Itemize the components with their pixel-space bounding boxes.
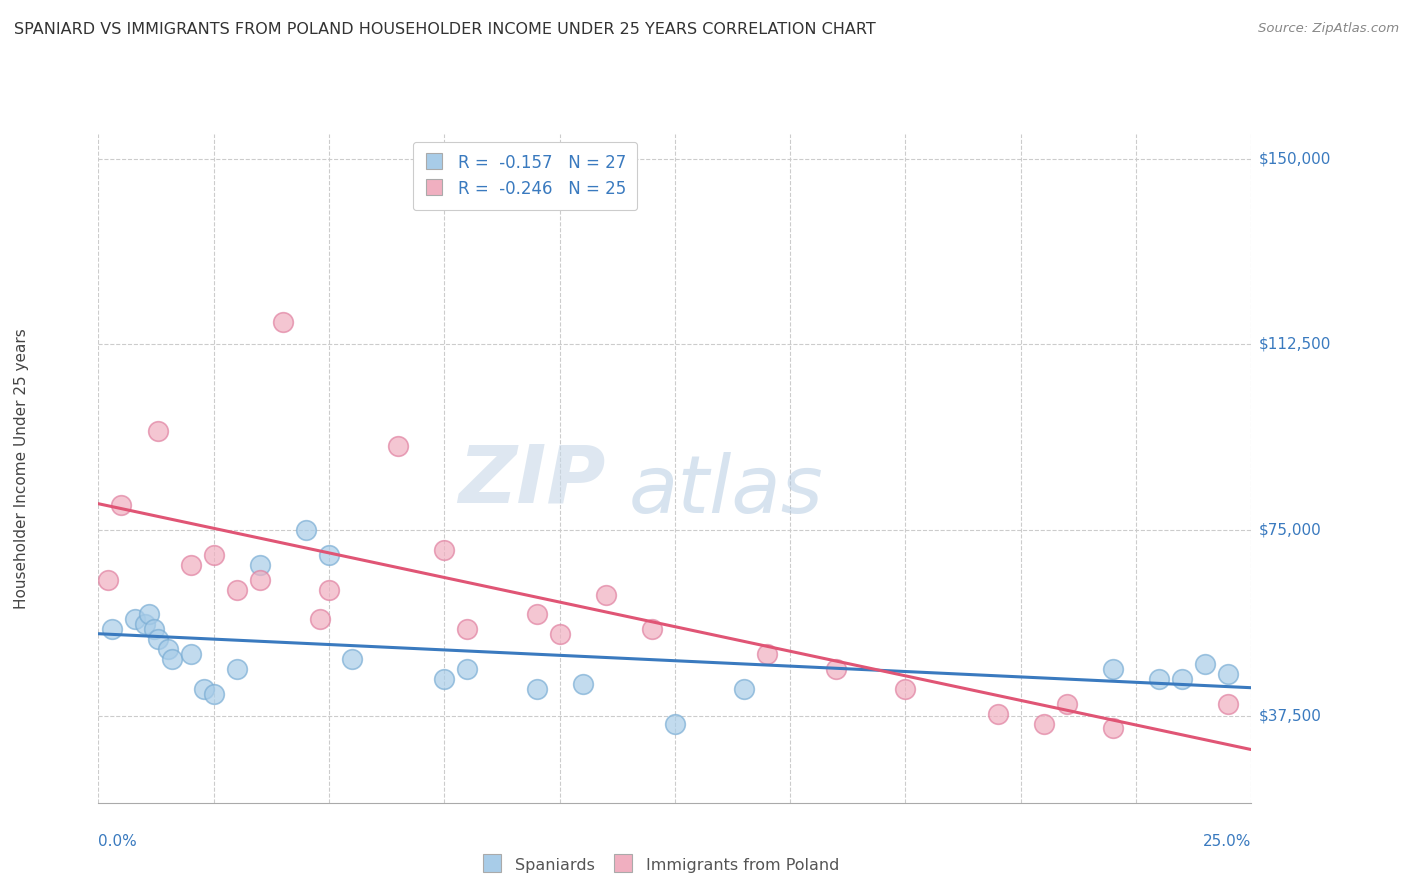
Point <box>456 662 478 676</box>
Point <box>225 582 247 597</box>
Point <box>295 523 318 537</box>
Text: 25.0%: 25.0% <box>1204 834 1251 849</box>
Point <box>249 558 271 572</box>
Point <box>156 642 179 657</box>
Point <box>987 706 1010 721</box>
Point <box>387 439 409 453</box>
Point <box>180 558 202 572</box>
Point <box>340 652 363 666</box>
Text: $150,000: $150,000 <box>1258 151 1330 166</box>
Point <box>894 681 917 696</box>
Point <box>180 647 202 661</box>
Point <box>595 588 617 602</box>
Point <box>148 632 170 647</box>
Text: SPANIARD VS IMMIGRANTS FROM POLAND HOUSEHOLDER INCOME UNDER 25 YEARS CORRELATION: SPANIARD VS IMMIGRANTS FROM POLAND HOUSE… <box>14 22 876 37</box>
Point <box>1218 667 1240 681</box>
Text: $75,000: $75,000 <box>1258 523 1322 538</box>
Point <box>433 543 456 558</box>
Point <box>1102 722 1125 736</box>
Point <box>138 607 160 622</box>
Point <box>456 623 478 637</box>
Point <box>825 662 848 676</box>
Point <box>160 652 183 666</box>
Point <box>271 315 294 329</box>
Legend: R =  -0.157   N = 27, R =  -0.246   N = 25: R = -0.157 N = 27, R = -0.246 N = 25 <box>412 142 637 211</box>
Point <box>1194 657 1216 671</box>
Point <box>202 687 225 701</box>
Text: atlas: atlas <box>628 451 824 530</box>
Text: Source: ZipAtlas.com: Source: ZipAtlas.com <box>1258 22 1399 36</box>
Point <box>193 681 215 696</box>
Point <box>134 617 156 632</box>
Point <box>526 607 548 622</box>
Text: $112,500: $112,500 <box>1258 337 1330 352</box>
Point <box>148 424 170 438</box>
Point <box>318 582 340 597</box>
Point <box>733 681 755 696</box>
Text: $37,500: $37,500 <box>1258 708 1322 723</box>
Point <box>526 681 548 696</box>
Point <box>1218 697 1240 711</box>
Point <box>1056 697 1078 711</box>
Point <box>641 623 664 637</box>
Point <box>1147 672 1170 686</box>
Point <box>202 548 225 562</box>
Point <box>1032 716 1054 731</box>
Point <box>433 672 456 686</box>
Point <box>548 627 571 641</box>
Text: ZIP: ZIP <box>458 442 606 520</box>
Legend: Spaniards, Immigrants from Poland: Spaniards, Immigrants from Poland <box>477 850 845 880</box>
Text: 0.0%: 0.0% <box>98 834 138 849</box>
Point <box>1171 672 1194 686</box>
Point <box>249 573 271 587</box>
Point <box>101 623 124 637</box>
Point <box>308 612 330 626</box>
Point <box>110 499 132 513</box>
Point <box>97 573 120 587</box>
Point <box>571 677 593 691</box>
Point <box>756 647 779 661</box>
Point <box>318 548 340 562</box>
Point <box>124 612 146 626</box>
Point <box>1102 662 1125 676</box>
Point <box>142 623 165 637</box>
Point <box>664 716 686 731</box>
Point <box>225 662 247 676</box>
Text: Householder Income Under 25 years: Householder Income Under 25 years <box>14 328 28 608</box>
